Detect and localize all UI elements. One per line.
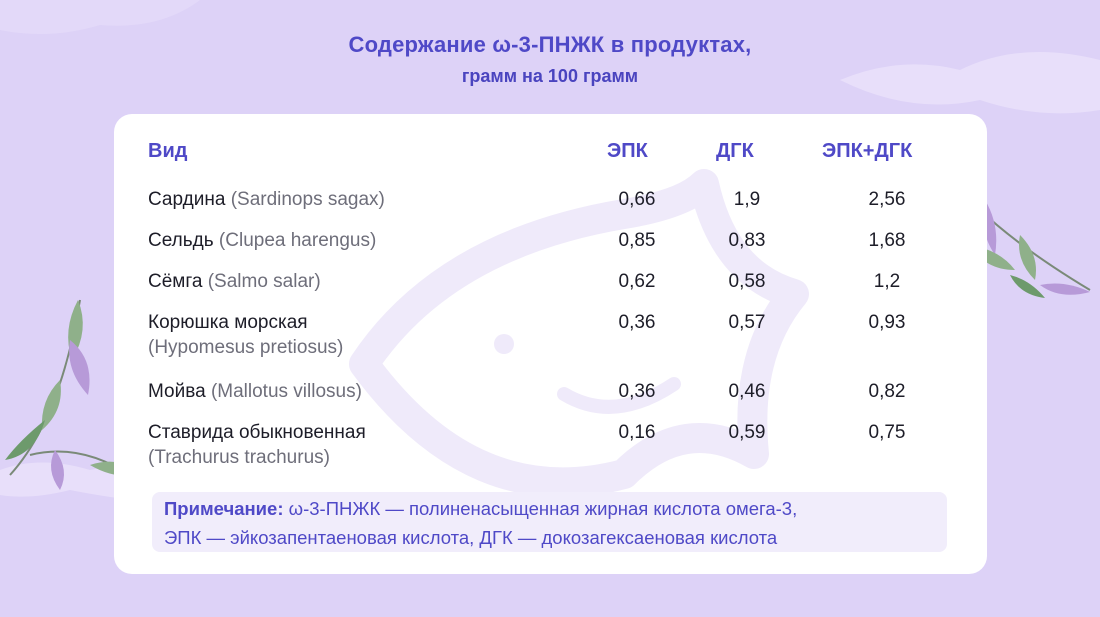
- epa-value: 0,36: [618, 381, 656, 402]
- sum-value: 2,56: [868, 189, 906, 210]
- species-cell: Сельдь (Clupea harengus): [148, 228, 376, 253]
- species-name: Мойва: [148, 381, 206, 402]
- species-name: Сёмга: [148, 271, 203, 292]
- column-header-dha: ДГК: [716, 140, 754, 162]
- sum-value: 1,68: [868, 230, 906, 251]
- species-cell: Сардина (Sardinops sagax): [148, 187, 385, 212]
- footnote-line-2: ЭПК — эйкозапентаеновая кислота, ДГК — д…: [164, 527, 778, 548]
- column-header-epa: ЭПК: [607, 140, 648, 162]
- species-latin: (Sardinops sagax): [230, 189, 385, 210]
- species-latin: (Clupea harengus): [218, 230, 377, 251]
- species-cell: Корюшка морская (Hypomesus pretiosus): [148, 310, 343, 360]
- species-latin: (Mallotus villosus): [210, 381, 362, 402]
- sum-value: 1,2: [873, 271, 901, 292]
- dha-value: 0,59: [728, 422, 766, 443]
- page-subtitle: грамм на 100 грамм: [461, 66, 639, 86]
- data-card: Вид ЭПК ДГК ЭПК+ДГК Сардина (Sardinops s…: [114, 114, 987, 574]
- column-header-epa-dha: ЭПК+ДГК: [822, 140, 913, 162]
- epa-value: 0,62: [618, 271, 656, 292]
- dha-value: 0,57: [728, 312, 766, 333]
- species-name: Ставрида обыкновенная: [148, 422, 366, 443]
- dha-value: 0,83: [728, 230, 766, 251]
- page-title: Содержание ω-3-ПНЖК в продуктах,: [348, 32, 752, 57]
- dha-value: 1,9: [733, 189, 761, 210]
- fish-watermark-icon: [349, 169, 809, 498]
- species-latin: (Salmo salar): [207, 271, 321, 292]
- epa-value: 0,16: [618, 422, 656, 443]
- species-latin: (Hypomesus pretiosus): [148, 337, 344, 358]
- dha-value: 0,58: [728, 271, 766, 292]
- footnote-label: Примечание:: [164, 498, 284, 519]
- sum-value: 0,82: [868, 381, 906, 402]
- header: Содержание ω-3-ПНЖК в продуктах, грамм н…: [0, 32, 1100, 87]
- dha-value: 0,46: [728, 381, 766, 402]
- epa-value: 0,85: [618, 230, 656, 251]
- footnote: Примечание: ω-3-ПНЖК — полиненасыщенная …: [152, 492, 947, 552]
- sum-value: 0,93: [868, 312, 906, 333]
- species-name: Сельдь: [148, 230, 214, 251]
- epa-value: 0,36: [618, 312, 656, 333]
- species-name: Корюшка морская: [148, 312, 308, 333]
- species-cell: Ставрида обыкновенная (Trachurus trachur…: [148, 420, 366, 470]
- sum-value: 0,75: [868, 422, 906, 443]
- footnote-line-1: ω-3-ПНЖК — полиненасыщенная жирная кисло…: [288, 498, 798, 519]
- species-cell: Мойва (Mallotus villosus): [148, 379, 362, 404]
- epa-value: 0,66: [618, 189, 656, 210]
- species-name: Сардина: [148, 189, 226, 210]
- column-header-species: Вид: [148, 140, 188, 162]
- species-cell: Сёмга (Salmo salar): [148, 269, 321, 294]
- species-latin: (Trachurus trachurus): [148, 447, 330, 468]
